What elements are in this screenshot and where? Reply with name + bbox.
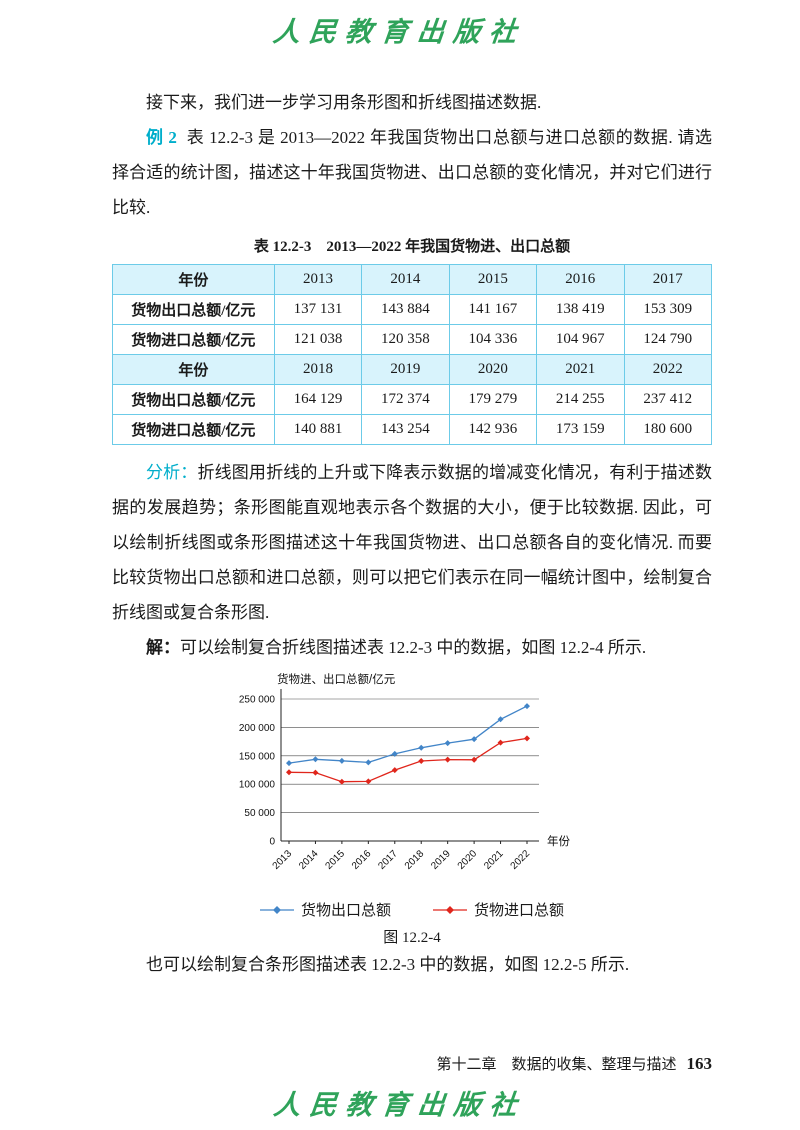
value-cell: 2013 bbox=[273, 264, 363, 295]
value-cell: 173 159 bbox=[536, 414, 625, 445]
solution-body: 可以绘制复合折线图描述表 12.2-3 中的数据，如图 12.2-4 所示. bbox=[180, 638, 647, 657]
svg-text:2018: 2018 bbox=[403, 848, 427, 872]
analysis-paragraph: 分析：折线图用折线的上升或下降表示数据的增减变化情况，有利于描述数据的发展趋势；… bbox=[112, 455, 712, 630]
svg-text:2016: 2016 bbox=[350, 848, 374, 872]
svg-text:货物进、出口总额/亿元: 货物进、出口总额/亿元 bbox=[277, 672, 396, 686]
svg-text:年份: 年份 bbox=[547, 834, 570, 848]
row-label-cell: 货物出口总额/亿元 bbox=[112, 384, 275, 415]
value-cell: 214 255 bbox=[536, 384, 625, 415]
value-cell: 164 129 bbox=[273, 384, 363, 415]
legend-label: 货物出口总额 bbox=[300, 903, 391, 919]
table-row: 年份 2013 2014 2015 2016 2017 bbox=[112, 264, 713, 295]
row-label-cell: 货物出口总额/亿元 bbox=[112, 294, 275, 325]
example-body: 表 12.2-3 是 2013—2022 年我国货物出口总额与进口总额的数据. … bbox=[112, 128, 712, 217]
figure-block: 0 50 000 100 000 150 000 200 000 250 000 2013 2… bbox=[197, 671, 627, 947]
value-cell: 179 279 bbox=[448, 384, 538, 415]
publisher-logo-top: 人民教育出版社 bbox=[271, 17, 527, 47]
intro-paragraph: 接下来，我们进一步学习用条形图和折线图描述数据. bbox=[146, 93, 542, 112]
legend-marker-icon bbox=[259, 905, 294, 914]
chart-legend: 货物出口总额 货物进口总额 bbox=[259, 899, 564, 920]
legend-label: 货物进口总额 bbox=[474, 903, 565, 919]
data-table: 年份 2013 2014 2015 2016 2017 货物出口总额/亿元 137 131 14… bbox=[112, 264, 713, 445]
value-cell: 142 936 bbox=[448, 414, 538, 445]
table-caption: 表 12.2-3 2013—2022 年我国货物进、出口总额 bbox=[253, 239, 571, 255]
row-label-cell: 年份 bbox=[112, 354, 275, 385]
value-cell: 2018 bbox=[273, 354, 363, 385]
analysis-body: 折线图用折线的上升或下降表示数据的增减变化情况，有利于描述数据的发展趋势；条形图… bbox=[112, 463, 712, 622]
analysis-label: 分析： bbox=[146, 463, 198, 482]
page-footer: 第十二章 数据的收集、整理与描述 163 bbox=[436, 1053, 712, 1074]
value-cell: 124 790 bbox=[623, 324, 713, 355]
svg-text:2019: 2019 bbox=[429, 848, 453, 872]
table-row: 年份 2018 2019 2020 2021 2022 bbox=[112, 354, 713, 385]
value-cell: 137 131 bbox=[273, 294, 363, 325]
svg-text:2022: 2022 bbox=[509, 848, 533, 872]
row-label-cell: 货物进口总额/亿元 bbox=[112, 414, 275, 445]
value-cell: 104 336 bbox=[448, 324, 538, 355]
value-cell: 141 167 bbox=[448, 294, 538, 325]
row-label-cell: 年份 bbox=[112, 264, 275, 295]
value-cell: 2022 bbox=[623, 354, 713, 385]
data-table-body: 年份 2013 2014 2015 2016 2017 货物出口总额/亿元 137 131 14… bbox=[112, 264, 713, 445]
figure-caption: 图 12.2-4 bbox=[383, 930, 441, 946]
value-cell: 104 967 bbox=[536, 324, 625, 355]
table-row: 货物进口总额/亿元 121 038 120 358 104 336 104 967 124… bbox=[112, 324, 713, 355]
value-cell: 2020 bbox=[448, 354, 538, 385]
svg-text:250 000: 250 000 bbox=[239, 695, 276, 706]
closing-paragraph: 也可以绘制复合条形图描述表 12.2-3 中的数据，如图 12.2-5 所示. bbox=[146, 955, 630, 974]
value-cell: 2015 bbox=[448, 264, 538, 295]
example-label: 例 2 bbox=[146, 128, 177, 147]
svg-text:0: 0 bbox=[269, 837, 275, 848]
legend-marker-icon bbox=[433, 905, 467, 914]
value-cell: 2021 bbox=[536, 354, 625, 385]
value-cell: 2017 bbox=[623, 264, 713, 295]
publisher-logo-bottom: 人民教育出版社 bbox=[272, 1090, 528, 1120]
svg-text:200 000: 200 000 bbox=[239, 723, 276, 734]
svg-text:100 000: 100 000 bbox=[239, 780, 276, 791]
legend-item: 货物出口总额 bbox=[259, 899, 391, 920]
value-cell: 2014 bbox=[361, 264, 450, 295]
value-cell: 237 412 bbox=[623, 384, 713, 415]
table-row: 货物出口总额/亿元 164 129 172 374 179 279 214 255 237… bbox=[112, 384, 713, 415]
svg-text:2020: 2020 bbox=[456, 848, 480, 872]
value-cell: 143 254 bbox=[361, 414, 450, 445]
svg-text:2013: 2013 bbox=[271, 848, 295, 872]
svg-text:50 000: 50 000 bbox=[244, 808, 275, 819]
value-cell: 121 038 bbox=[273, 324, 363, 355]
svg-text:2017: 2017 bbox=[376, 848, 400, 872]
value-cell: 138 419 bbox=[536, 294, 625, 325]
svg-text:150 000: 150 000 bbox=[239, 751, 276, 762]
value-cell: 140 881 bbox=[273, 414, 363, 445]
value-cell: 2016 bbox=[536, 264, 625, 295]
footer-chapter: 第十二章 数据的收集、整理与描述 bbox=[436, 1057, 677, 1073]
table-row: 货物出口总额/亿元 137 131 143 884 141 167 138 419 153… bbox=[112, 294, 713, 325]
value-cell: 153 309 bbox=[623, 294, 713, 325]
value-cell: 172 374 bbox=[361, 384, 450, 415]
row-label-cell: 货物进口总额/亿元 bbox=[112, 324, 275, 355]
table-row: 货物进口总额/亿元 140 881 143 254 142 936 173 159 180… bbox=[112, 414, 713, 445]
legend-item: 货物进口总额 bbox=[433, 899, 564, 920]
svg-text:2015: 2015 bbox=[323, 848, 347, 872]
value-cell: 180 600 bbox=[623, 414, 713, 445]
solution-paragraph: 解：可以绘制复合折线图描述表 12.2-3 中的数据，如图 12.2-4 所示. bbox=[112, 630, 712, 665]
value-cell: 143 884 bbox=[361, 294, 450, 325]
solution-label: 解： bbox=[146, 638, 180, 657]
value-cell: 2019 bbox=[361, 354, 450, 385]
footer-page-number: 163 bbox=[686, 1054, 713, 1073]
value-cell: 120 358 bbox=[361, 324, 450, 355]
svg-text:2021: 2021 bbox=[482, 848, 506, 872]
svg-text:2014: 2014 bbox=[297, 848, 321, 872]
